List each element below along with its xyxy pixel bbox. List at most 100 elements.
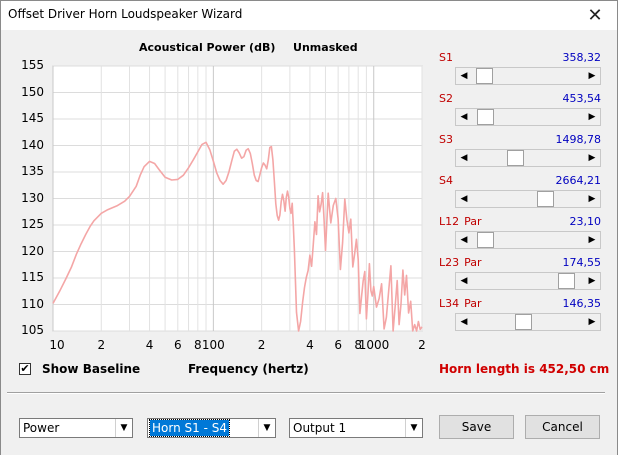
slider-scrollbar[interactable]: ◀ ▶ (455, 272, 601, 290)
plot-type-select[interactable]: Power ▼ (19, 418, 133, 438)
x-axis-title: Frequency (hertz) (188, 362, 309, 376)
arrow-right-icon[interactable]: ▶ (584, 232, 600, 248)
slider-label: S2 (439, 92, 458, 105)
slider-value: 1498,78 (555, 133, 602, 146)
show-baseline-checkbox[interactable]: ✔ (19, 362, 31, 375)
divider (7, 392, 605, 394)
slider-name: S1 (439, 51, 453, 64)
arrow-left-icon[interactable]: ◀ (456, 191, 472, 207)
slider-value: 146,35 (562, 297, 602, 310)
slider-name: S4 (439, 174, 453, 187)
slider-thumb[interactable] (537, 191, 554, 207)
slider-track[interactable] (472, 191, 584, 207)
y-tick-label: 155 (21, 58, 44, 72)
slider-track[interactable] (472, 314, 584, 330)
slider-value: 174,55 (562, 256, 602, 269)
slider-track[interactable] (472, 273, 584, 289)
slider-thumb[interactable] (515, 314, 532, 330)
slider-value: 358,32 (562, 51, 602, 64)
window-title: Offset Driver Horn Loudspeaker Wizard (8, 7, 243, 21)
slider-label: L34 Par (439, 297, 482, 310)
slider-suffix: Par (464, 297, 482, 310)
status-strip (0, 455, 618, 458)
y-tick-label: 105 (21, 323, 44, 337)
x-tick-label: 10 (49, 338, 65, 352)
x-tick-label: 2 (418, 338, 426, 352)
x-tick-label: 8 (354, 338, 362, 352)
power-series-line (52, 141, 423, 332)
arrow-right-icon[interactable]: ▶ (584, 150, 600, 166)
slider-thumb[interactable] (477, 232, 494, 248)
slider-scrollbar[interactable]: ◀ ▶ (455, 67, 601, 85)
y-tick-label: 120 (21, 243, 44, 258)
slider-label: L23 Par (439, 256, 482, 269)
chevron-down-icon[interactable]: ▼ (258, 419, 275, 437)
close-icon[interactable]: ✕ (587, 4, 603, 26)
y-tick-label: 110 (21, 296, 44, 311)
slider-track[interactable] (472, 68, 584, 84)
arrow-left-icon[interactable]: ◀ (456, 109, 472, 125)
title-bar: Offset Driver Horn Loudspeaker Wizard ✕ (1, 1, 617, 30)
slider-track[interactable] (472, 150, 584, 166)
slider-label: S4 (439, 174, 458, 187)
show-baseline-label[interactable]: Show Baseline (42, 362, 141, 376)
chevron-down-icon[interactable]: ▼ (115, 419, 132, 437)
arrow-right-icon[interactable]: ▶ (584, 191, 600, 207)
x-tick-label: 2 (257, 338, 266, 352)
slider-thumb[interactable] (477, 109, 494, 125)
chart-title-text: Acoustical Power (dB) (139, 41, 276, 54)
slider-track[interactable] (472, 232, 584, 248)
slider-value: 2664,21 (555, 174, 602, 187)
arrow-left-icon[interactable]: ◀ (456, 150, 472, 166)
x-tick-label: 4 (145, 338, 154, 352)
arrow-left-icon[interactable]: ◀ (456, 232, 472, 248)
save-button-label: Save (461, 420, 492, 434)
arrow-right-icon[interactable]: ▶ (584, 273, 600, 289)
slider-scrollbar[interactable]: ◀ ▶ (455, 231, 601, 249)
x-tick-label: 6 (173, 338, 182, 352)
x-tick-label: 2 (97, 338, 106, 352)
arrow-left-icon[interactable]: ◀ (456, 273, 472, 289)
save-button[interactable]: Save (439, 415, 514, 439)
horn-section-select[interactable]: Horn S1 - S4 ▼ (147, 418, 276, 438)
arrow-left-icon[interactable]: ◀ (456, 68, 472, 84)
slider-suffix: Par (464, 256, 482, 269)
x-tick-label: 4 (306, 338, 314, 352)
slider-thumb[interactable] (558, 273, 575, 289)
arrow-right-icon[interactable]: ▶ (584, 314, 600, 330)
output-value: Output 1 (293, 421, 347, 435)
x-tick-label: 6 (334, 338, 342, 352)
slider-name: L23 (439, 256, 460, 269)
slider-scrollbar[interactable]: ◀ ▶ (455, 190, 601, 208)
slider-name: L12 (439, 215, 460, 228)
slider-name: L34 (439, 297, 460, 310)
slider-suffix: Par (464, 215, 482, 228)
slider-name: S2 (439, 92, 453, 105)
slider-thumb[interactable] (507, 150, 524, 166)
slider-track[interactable] (472, 109, 584, 125)
y-tick-label: 150 (21, 84, 44, 99)
slider-value: 453,54 (562, 92, 602, 105)
output-select[interactable]: Output 1 ▼ (289, 418, 423, 438)
slider-scrollbar[interactable]: ◀ ▶ (455, 149, 601, 167)
chevron-down-icon[interactable]: ▼ (405, 419, 422, 437)
slider-value: 23,10 (569, 215, 602, 228)
arrow-right-icon[interactable]: ▶ (584, 68, 600, 84)
slider-label: S3 (439, 133, 458, 146)
y-tick-label: 135 (21, 164, 44, 178)
slider-label: S1 (439, 51, 458, 64)
arrow-right-icon[interactable]: ▶ (584, 109, 600, 125)
cancel-button[interactable]: Cancel (525, 415, 600, 439)
slider-scrollbar[interactable]: ◀ ▶ (455, 313, 601, 331)
y-tick-label: 125 (21, 217, 44, 231)
horn-length-text: Horn length is 452,50 cm (439, 362, 610, 376)
slider-name: S3 (439, 133, 453, 146)
y-tick-label: 130 (21, 190, 44, 205)
x-tick-label: 100 (201, 338, 225, 352)
y-tick-label: 145 (21, 111, 44, 125)
slider-thumb[interactable] (476, 68, 493, 84)
slider-scrollbar[interactable]: ◀ ▶ (455, 108, 601, 126)
arrow-left-icon[interactable]: ◀ (456, 314, 472, 330)
